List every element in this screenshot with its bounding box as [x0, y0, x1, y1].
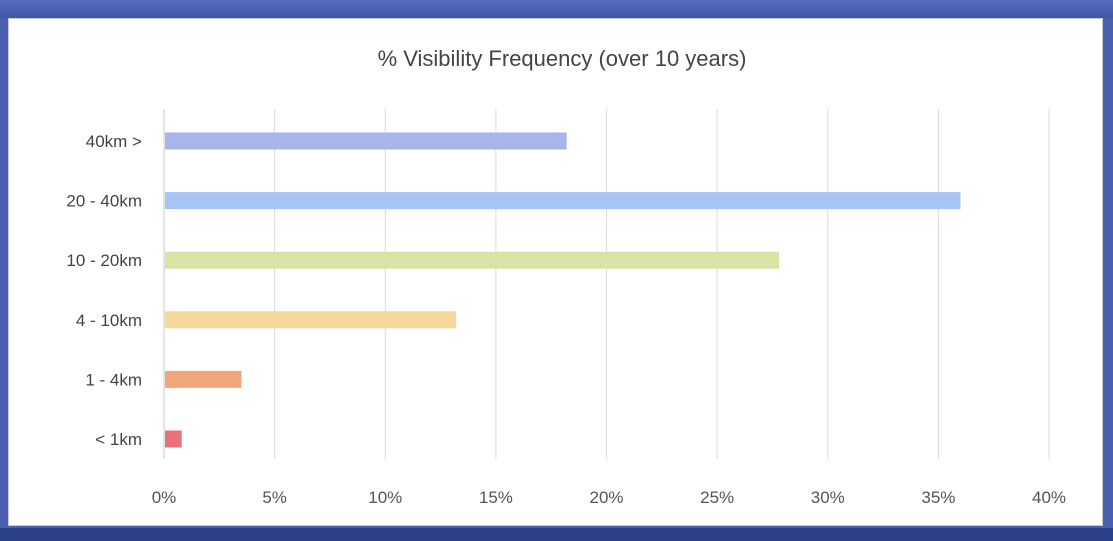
bar [165, 192, 961, 210]
x-tick-label: 30% [811, 488, 845, 507]
bar [165, 430, 182, 448]
category-label: < 1km [95, 430, 142, 449]
category-label: 1 - 4km [85, 370, 142, 389]
x-tick-label: 5% [262, 488, 287, 507]
gridlines [163, 109, 1050, 459]
x-tick-label: 40% [1032, 488, 1066, 507]
x-tick-label: 15% [479, 488, 513, 507]
category-label: 10 - 20km [66, 251, 142, 270]
bar [165, 311, 457, 329]
category-labels: 40km > 20 - 40km 10 - 20km 4 - 10km 1 - 4km <… [66, 132, 142, 449]
bar-chart: % Visibility Frequency (over 10 years) 4… [66, 46, 1066, 507]
bar [165, 251, 780, 269]
background-window-strip-top [0, 0, 1113, 18]
category-label: 40km > [86, 132, 142, 151]
x-tick-label: 20% [589, 488, 623, 507]
x-axis-tick-labels: 0% 5% 10% 15% 20% 25% 30% 35% 40% [152, 488, 1066, 507]
x-tick-label: 35% [921, 488, 955, 507]
category-label: 20 - 40km [66, 192, 142, 211]
background-window-strip-bottom [0, 528, 1113, 541]
chart-title: % Visibility Frequency (over 10 years) [378, 46, 747, 71]
x-tick-label: 25% [700, 488, 734, 507]
x-tick-label: 10% [368, 488, 402, 507]
bar [165, 132, 567, 150]
bar [165, 370, 242, 388]
chart-panel: % Visibility Frequency (over 10 years) 4… [8, 18, 1103, 526]
x-tick-label: 0% [152, 488, 177, 507]
bars [165, 132, 961, 448]
category-label: 4 - 10km [76, 311, 142, 330]
